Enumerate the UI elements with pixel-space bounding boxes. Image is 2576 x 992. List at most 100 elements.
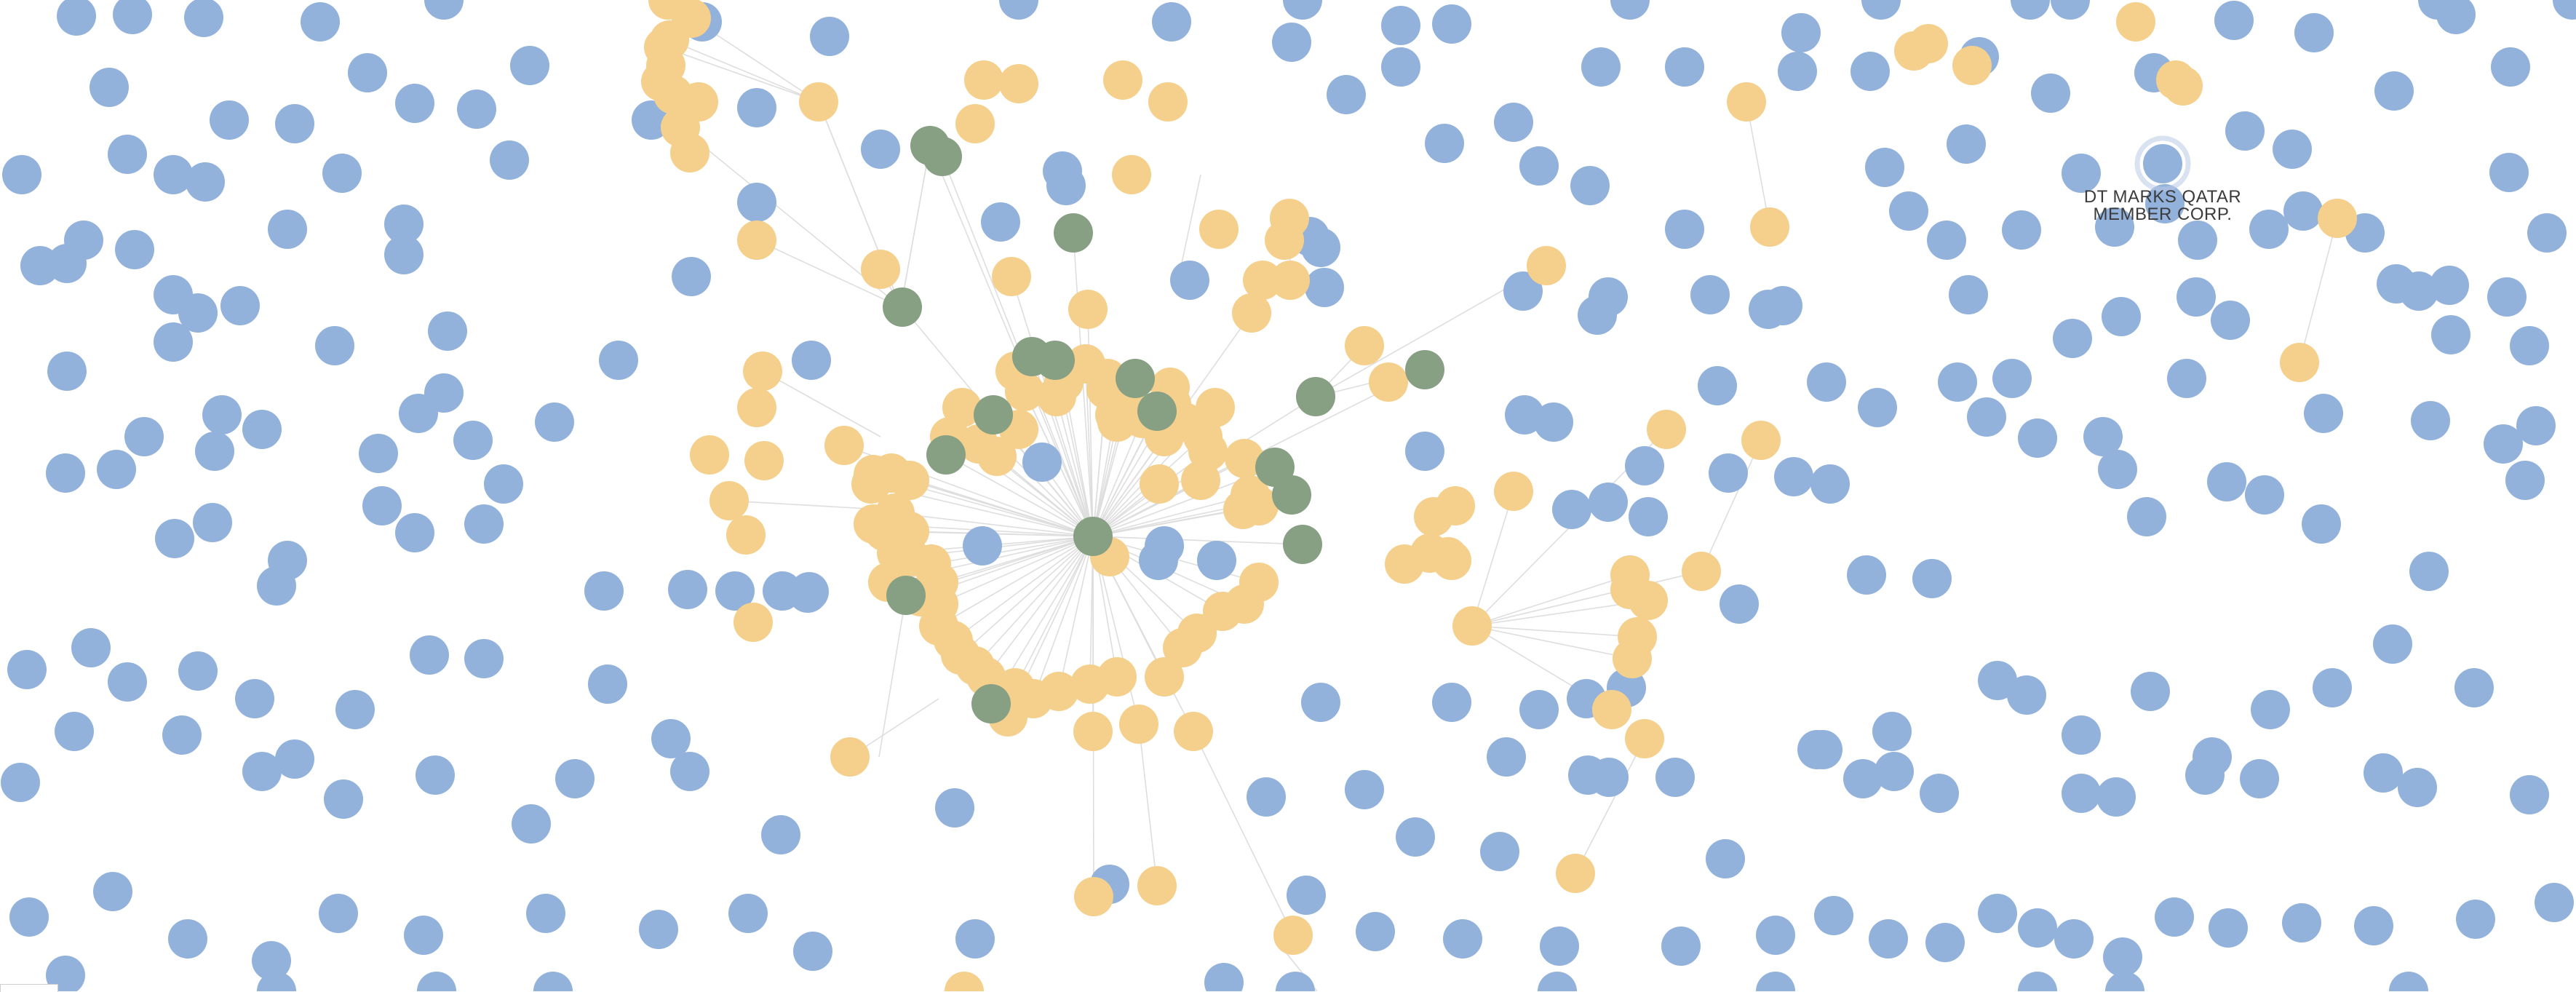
graph-node-blue[interactable] <box>2145 184 2185 223</box>
graph-node-blue[interactable] <box>861 130 900 169</box>
graph-node-blue[interactable] <box>395 513 434 552</box>
graph-node-blue[interactable] <box>93 872 132 911</box>
graph-node-green[interactable] <box>886 576 926 615</box>
graph-node-blue[interactable] <box>1861 0 1901 20</box>
graph-node-yellow[interactable] <box>737 388 776 427</box>
graph-node-blue[interactable] <box>584 571 624 611</box>
graph-node-blue[interactable] <box>2302 504 2341 544</box>
graph-node-yellow[interactable] <box>1592 690 1631 729</box>
graph-node-blue[interactable] <box>639 910 678 949</box>
graph-node-blue[interactable] <box>193 503 232 542</box>
graph-node-blue[interactable] <box>162 715 202 755</box>
graph-node-blue[interactable] <box>178 651 218 691</box>
graph-node-blue[interactable] <box>257 972 296 991</box>
graph-node-blue[interactable] <box>2225 111 2265 151</box>
graph-node-blue[interactable] <box>384 235 424 274</box>
graph-node-blue[interactable] <box>1749 290 1788 329</box>
graph-node-green[interactable] <box>974 395 1013 435</box>
graph-node-blue[interactable] <box>2516 406 2556 445</box>
graph-node-blue[interactable] <box>533 972 573 991</box>
graph-node-yellow[interactable] <box>1613 639 1652 678</box>
graph-node-blue[interactable] <box>1204 963 1244 991</box>
graph-node-blue[interactable] <box>599 341 638 380</box>
graph-node-blue[interactable] <box>1540 926 1579 966</box>
graph-node-blue[interactable] <box>1589 483 1628 522</box>
graph-node-blue[interactable] <box>2389 972 2428 991</box>
graph-node-blue[interactable] <box>2053 319 2092 358</box>
graph-node-yellow[interactable] <box>854 504 893 544</box>
graph-node-blue[interactable] <box>1847 555 1886 595</box>
graph-node-green[interactable] <box>1283 525 1322 564</box>
graph-node-blue[interactable] <box>1665 210 1704 249</box>
graph-node-yellow[interactable] <box>1103 60 1142 100</box>
graph-node-blue[interactable] <box>2062 715 2101 755</box>
graph-node-blue[interactable] <box>2411 401 2450 440</box>
graph-node-blue[interactable] <box>1625 446 1664 485</box>
graph-node-blue[interactable] <box>761 815 800 854</box>
graph-node-blue[interactable] <box>2364 753 2403 793</box>
graph-node-blue[interactable] <box>2031 74 2070 113</box>
graph-node-blue[interactable] <box>2491 47 2530 87</box>
graph-node-yellow[interactable] <box>1183 417 1223 456</box>
graph-node-blue[interactable] <box>252 941 291 980</box>
graph-node-blue[interactable] <box>1797 730 1837 769</box>
graph-node-blue[interactable] <box>1925 923 1965 962</box>
graph-node-blue[interactable] <box>2102 297 2141 336</box>
graph-node-blue[interactable] <box>2456 900 2495 939</box>
graph-node-yellow[interactable] <box>1527 246 1566 285</box>
graph-node-blue[interactable] <box>1610 0 1650 20</box>
graph-node-blue[interactable] <box>97 450 136 489</box>
graph-node-blue[interactable] <box>464 504 504 544</box>
graph-node-yellow[interactable] <box>999 64 1038 103</box>
graph-node-blue[interactable] <box>90 68 129 107</box>
graph-node-blue[interactable] <box>2178 221 2217 260</box>
graph-node-blue[interactable] <box>1519 690 1559 729</box>
graph-node-blue[interactable] <box>1655 758 1695 797</box>
graph-node-blue[interactable] <box>195 432 234 471</box>
graph-node-yellow[interactable] <box>1682 552 1721 591</box>
graph-node-blue[interactable] <box>793 932 832 971</box>
graph-node-blue[interactable] <box>1706 839 1745 878</box>
graph-node-yellow[interactable] <box>1741 421 1781 460</box>
hovered-node[interactable] <box>2143 144 2182 183</box>
graph-node-blue[interactable] <box>2002 210 2041 250</box>
graph-node-yellow[interactable] <box>2280 343 2319 382</box>
graph-node-green[interactable] <box>923 137 962 176</box>
graph-node-blue[interactable] <box>1938 362 1977 402</box>
graph-node-blue[interactable] <box>670 752 709 791</box>
graph-node-blue[interactable] <box>1197 541 1236 580</box>
graph-node-blue[interactable] <box>2018 972 2057 991</box>
graph-node-blue[interactable] <box>335 690 375 729</box>
graph-node-blue[interactable] <box>399 394 438 433</box>
graph-node-blue[interactable] <box>1875 752 1914 791</box>
graph-node-yellow[interactable] <box>1199 210 1239 249</box>
graph-node-blue[interactable] <box>763 571 802 611</box>
graph-node-blue[interactable] <box>1774 457 1813 496</box>
graph-node-blue[interactable] <box>384 205 424 244</box>
graph-node-blue[interactable] <box>1487 737 1526 777</box>
graph-node-blue[interactable] <box>2167 359 2206 398</box>
graph-node-blue[interactable] <box>1305 268 1344 307</box>
graph-node-yellow[interactable] <box>861 250 900 289</box>
graph-node-blue[interactable] <box>1589 758 1629 797</box>
graph-node-blue[interactable] <box>2510 775 2549 814</box>
graph-node-blue[interactable] <box>510 46 549 85</box>
graph-node-blue[interactable] <box>2245 475 2284 515</box>
graph-node-blue[interactable] <box>2105 972 2144 991</box>
graph-node-blue[interactable] <box>416 755 455 795</box>
graph-node-blue[interactable] <box>2096 777 2136 817</box>
graph-node-blue[interactable] <box>1170 261 1209 300</box>
graph-node-yellow[interactable] <box>2116 2 2155 41</box>
graph-node-green[interactable] <box>1137 392 1177 431</box>
graph-node-blue[interactable] <box>588 664 627 704</box>
graph-node-blue[interactable] <box>2527 213 2567 253</box>
graph-node-blue[interactable] <box>2510 326 2549 365</box>
graph-node-yellow[interactable] <box>955 104 995 143</box>
graph-node-blue[interactable] <box>1581 47 1621 87</box>
graph-node-blue[interactable] <box>2011 0 2050 20</box>
graph-node-blue[interactable] <box>1756 916 1795 955</box>
graph-node-blue[interactable] <box>1283 0 1322 20</box>
graph-node-blue[interactable] <box>2103 937 2142 977</box>
graph-node-blue[interactable] <box>2430 266 2469 305</box>
